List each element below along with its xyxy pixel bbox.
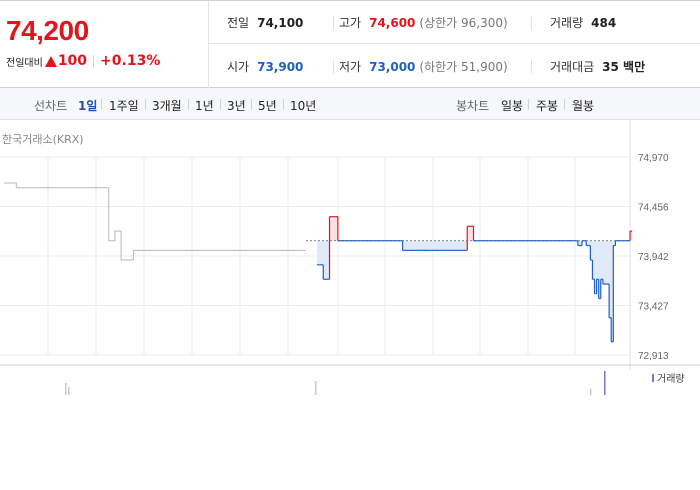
- volume-value: 484: [591, 15, 617, 30]
- y-tick-label: 74,970: [638, 153, 669, 164]
- prev-close-value: 74,100: [257, 15, 304, 30]
- low-cell: 저가 73,000 (하한가 51,900): [339, 45, 508, 88]
- period-1w-button[interactable]: 1주일: [109, 99, 139, 113]
- high-cell: 고가 74,600 (상한가 96,300): [339, 1, 508, 44]
- change-amount: 100: [57, 53, 88, 69]
- lower-limit: (하한가 51,900): [419, 60, 508, 74]
- y-tick-label: 73,942: [638, 252, 669, 263]
- amount-cell: 거래대금 35 백만: [550, 45, 645, 88]
- divider: [145, 99, 146, 110]
- candle-monthly-button[interactable]: 월봉: [572, 99, 595, 113]
- divider: [188, 99, 189, 110]
- period-1y-button[interactable]: 1년: [195, 99, 214, 113]
- volume-bar: [68, 387, 70, 395]
- stats-table: 전일 74,100 고가 74,600 (상한가 96,300) 거래량 484…: [209, 1, 700, 88]
- change-row: 전일대비 100 +0.13%: [6, 53, 160, 69]
- y-tick-label: 73,427: [638, 302, 669, 313]
- candle-chart-label: 봉차트: [456, 99, 490, 113]
- up-triangle-icon: [44, 55, 57, 67]
- high-label: 고가: [339, 16, 362, 30]
- line-chart-label: 선차트: [34, 99, 68, 113]
- low-value: 73,000: [369, 59, 416, 74]
- divider: [531, 60, 532, 74]
- divider: [564, 99, 565, 110]
- divider: [528, 99, 529, 110]
- change-percent: +0.13%: [100, 53, 161, 69]
- low-label: 저가: [339, 60, 362, 74]
- amount-value: 35 백만: [602, 60, 646, 74]
- divider: [251, 99, 252, 110]
- volume-label: 거래량: [550, 16, 584, 30]
- chart-controls: 선차트 1일 1주일 3개월 1년 3년 5년 10년 봉차트 일봉 주봉 월봉: [0, 88, 700, 120]
- divider: [333, 60, 334, 74]
- volume-bar: [590, 389, 592, 395]
- exchange-label: 한국거래소(KRX): [2, 133, 84, 146]
- volume-bar: [65, 383, 67, 395]
- quote-panel: 74,200 전일대비 100 +0.13% 전일 74,100 고가 74,6…: [0, 0, 700, 88]
- stats-row: 전일 74,100 고가 74,600 (상한가 96,300) 거래량 484: [209, 1, 700, 44]
- stats-row: 시가 73,900 저가 73,000 (하한가 51,900) 거래대금 35…: [209, 45, 700, 88]
- volume-cell: 거래량 484: [550, 1, 616, 44]
- amount-label: 거래대금: [550, 60, 595, 74]
- divider: [333, 16, 334, 30]
- candle-weekly-button[interactable]: 주봉: [536, 99, 559, 113]
- divider: [93, 55, 95, 67]
- period-1d-button[interactable]: 1일: [78, 99, 98, 113]
- volume-legend-swatch: [652, 374, 654, 382]
- open-label: 시가: [227, 60, 250, 74]
- high-value: 74,600: [369, 15, 416, 30]
- period-10y-button[interactable]: 10년: [290, 99, 317, 113]
- y-tick-label: 74,456: [638, 203, 669, 214]
- prev-close-cell: 전일 74,100: [227, 1, 303, 44]
- divider: [220, 99, 221, 110]
- period-5y-button[interactable]: 5년: [258, 99, 277, 113]
- divider: [531, 16, 532, 30]
- open-value: 73,900: [257, 59, 304, 74]
- upper-limit: (상한가 96,300): [419, 16, 508, 30]
- price-box: 74,200 전일대비 100 +0.13%: [0, 1, 209, 88]
- current-price: 74,200: [6, 15, 89, 46]
- change-label: 전일대비: [6, 57, 43, 69]
- divider: [283, 99, 284, 110]
- prev-close-label: 전일: [227, 16, 250, 30]
- volume-bar: [315, 381, 317, 395]
- y-tick-label: 72,913: [638, 351, 669, 362]
- previous-day-line: [4, 182, 306, 261]
- volume-legend-label: 거래량: [657, 373, 685, 385]
- below-reference-fill: [317, 240, 633, 342]
- period-3m-button[interactable]: 3개월: [152, 99, 182, 113]
- period-3y-button[interactable]: 3년: [227, 99, 246, 113]
- intraday-chart: 74,970 74,456 73,942 73,427 72,913 거래량: [0, 120, 700, 395]
- volume-bar: [604, 371, 606, 395]
- open-cell: 시가 73,900: [227, 45, 303, 88]
- candle-daily-button[interactable]: 일봉: [501, 99, 524, 113]
- above-reference-fill: [317, 216, 633, 241]
- divider: [101, 99, 102, 110]
